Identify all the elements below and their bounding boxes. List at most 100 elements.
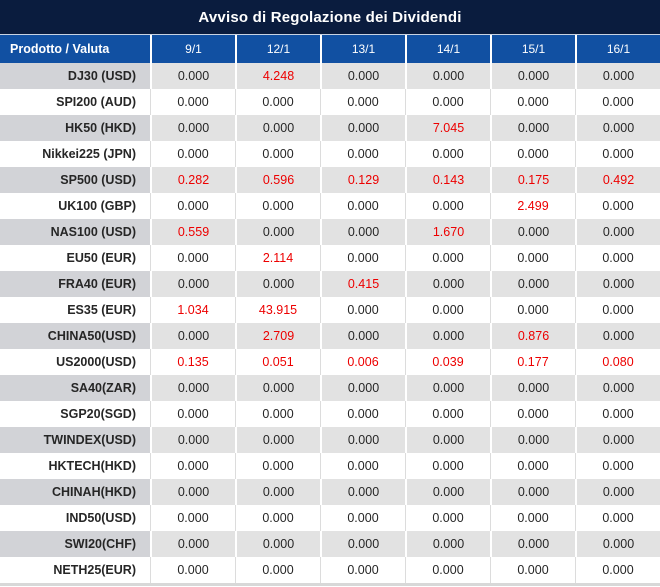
- value-cell: 0.000: [320, 63, 405, 89]
- value-cell: 0.000: [490, 297, 575, 323]
- value-cell: 0.175: [490, 167, 575, 193]
- product-cell: SPI200 (AUD): [0, 89, 150, 115]
- value-cell: 0.000: [150, 453, 235, 479]
- value-cell: 0.000: [405, 479, 490, 505]
- product-cell: DJ30 (USD): [0, 63, 150, 89]
- value-cell: 0.000: [235, 557, 320, 583]
- value-cell: 2.114: [235, 245, 320, 271]
- product-cell: IND50(USD): [0, 505, 150, 531]
- value-cell: 0.000: [320, 479, 405, 505]
- value-cell: 0.000: [490, 401, 575, 427]
- value-cell: 0.006: [320, 349, 405, 375]
- value-cell: 0.000: [575, 453, 660, 479]
- value-cell: 0.000: [405, 557, 490, 583]
- table-row: TWINDEX(USD) 0.000 0.000 0.000 0.000 0.000 0.0…: [0, 427, 660, 453]
- value-cell: 0.000: [575, 297, 660, 323]
- value-cell: 0.177: [490, 349, 575, 375]
- value-cell: 1.670: [405, 219, 490, 245]
- value-cell: 0.000: [150, 245, 235, 271]
- value-cell: 0.000: [405, 89, 490, 115]
- value-cell: 0.000: [490, 271, 575, 297]
- value-cell: 0.000: [575, 245, 660, 271]
- table-row: DJ30 (USD) 0.000 4.248 0.000 0.000 0.000 0.000: [0, 63, 660, 89]
- value-cell: 0.000: [320, 557, 405, 583]
- value-cell: 0.000: [150, 323, 235, 349]
- value-cell: 0.415: [320, 271, 405, 297]
- product-cell: FRA40 (EUR): [0, 271, 150, 297]
- value-cell: 0.000: [320, 401, 405, 427]
- value-cell: 0.000: [490, 375, 575, 401]
- header-product-column: Prodotto / Valuta: [0, 35, 150, 63]
- value-cell: 0.000: [490, 89, 575, 115]
- product-cell: ES35 (EUR): [0, 297, 150, 323]
- value-cell: 0.000: [150, 479, 235, 505]
- product-cell: SGP20(SGD): [0, 401, 150, 427]
- value-cell: 0.000: [320, 531, 405, 557]
- value-cell: 0.000: [405, 427, 490, 453]
- value-cell: 0.000: [575, 323, 660, 349]
- value-cell: 2.499: [490, 193, 575, 219]
- value-cell: 0.000: [575, 115, 660, 141]
- value-cell: 0.000: [320, 141, 405, 167]
- value-cell: 0.000: [320, 297, 405, 323]
- header-date-4: 15/1: [490, 35, 575, 63]
- value-cell: 0.000: [150, 505, 235, 531]
- table-row: ES35 (EUR) 1.034 43.915 0.000 0.000 0.000 0.00…: [0, 297, 660, 323]
- value-cell: 0.000: [575, 479, 660, 505]
- value-cell: 0.000: [575, 63, 660, 89]
- value-cell: 0.559: [150, 219, 235, 245]
- value-cell: 0.000: [150, 89, 235, 115]
- value-cell: 0.000: [320, 193, 405, 219]
- value-cell: 0.000: [405, 141, 490, 167]
- value-cell: 0.000: [575, 505, 660, 531]
- value-cell: 0.000: [490, 505, 575, 531]
- product-cell: US2000(USD): [0, 349, 150, 375]
- value-cell: 0.143: [405, 167, 490, 193]
- value-cell: 0.000: [575, 193, 660, 219]
- value-cell: 0.000: [490, 245, 575, 271]
- table-header: Prodotto / Valuta 9/1 12/1 13/1 14/1 15/1 16/…: [0, 35, 660, 63]
- value-cell: 0.596: [235, 167, 320, 193]
- table-row: NETH25(EUR) 0.000 0.000 0.000 0.000 0.000 0.00…: [0, 557, 660, 583]
- value-cell: 0.000: [235, 453, 320, 479]
- value-cell: 0.000: [150, 531, 235, 557]
- product-cell: CHINA50(USD): [0, 323, 150, 349]
- value-cell: 0.000: [405, 63, 490, 89]
- table-row: Nikkei225 (JPN) 0.000 0.000 0.000 0.000 0.000…: [0, 141, 660, 167]
- value-cell: 0.000: [575, 219, 660, 245]
- value-cell: 0.000: [150, 375, 235, 401]
- value-cell: 0.000: [320, 219, 405, 245]
- value-cell: 0.000: [405, 245, 490, 271]
- value-cell: 0.000: [575, 427, 660, 453]
- value-cell: 0.000: [575, 141, 660, 167]
- value-cell: 0.000: [320, 375, 405, 401]
- value-cell: 0.000: [405, 323, 490, 349]
- value-cell: 0.000: [575, 531, 660, 557]
- value-cell: 0.282: [150, 167, 235, 193]
- product-cell: SP500 (USD): [0, 167, 150, 193]
- product-cell: SA40(ZAR): [0, 375, 150, 401]
- header-date-2: 13/1: [320, 35, 405, 63]
- value-cell: 7.045: [405, 115, 490, 141]
- value-cell: 0.000: [235, 479, 320, 505]
- value-cell: 0.000: [405, 401, 490, 427]
- value-cell: 0.000: [320, 427, 405, 453]
- value-cell: 0.000: [490, 219, 575, 245]
- product-cell: NAS100 (USD): [0, 219, 150, 245]
- table-row: SA40(ZAR) 0.000 0.000 0.000 0.000 0.000 0.000: [0, 375, 660, 401]
- value-cell: 0.000: [320, 245, 405, 271]
- table-row: SPI200 (AUD) 0.000 0.000 0.000 0.000 0.000 0.0…: [0, 89, 660, 115]
- value-cell: 0.000: [235, 115, 320, 141]
- value-cell: 0.000: [150, 427, 235, 453]
- table-row: HK50 (HKD) 0.000 0.000 0.000 7.045 0.000 0.000: [0, 115, 660, 141]
- product-cell: EU50 (EUR): [0, 245, 150, 271]
- value-cell: 0.000: [405, 375, 490, 401]
- value-cell: 0.000: [150, 557, 235, 583]
- table-row: NAS100 (USD) 0.559 0.000 0.000 1.670 0.000 0.0…: [0, 219, 660, 245]
- value-cell: 0.000: [490, 427, 575, 453]
- value-cell: 0.051: [235, 349, 320, 375]
- value-cell: 0.000: [235, 219, 320, 245]
- panel-title: Avviso di Regolazione dei Dividendi: [0, 0, 660, 35]
- table-row: UK100 (GBP) 0.000 0.000 0.000 0.000 2.499 0.00…: [0, 193, 660, 219]
- value-cell: 0.000: [405, 193, 490, 219]
